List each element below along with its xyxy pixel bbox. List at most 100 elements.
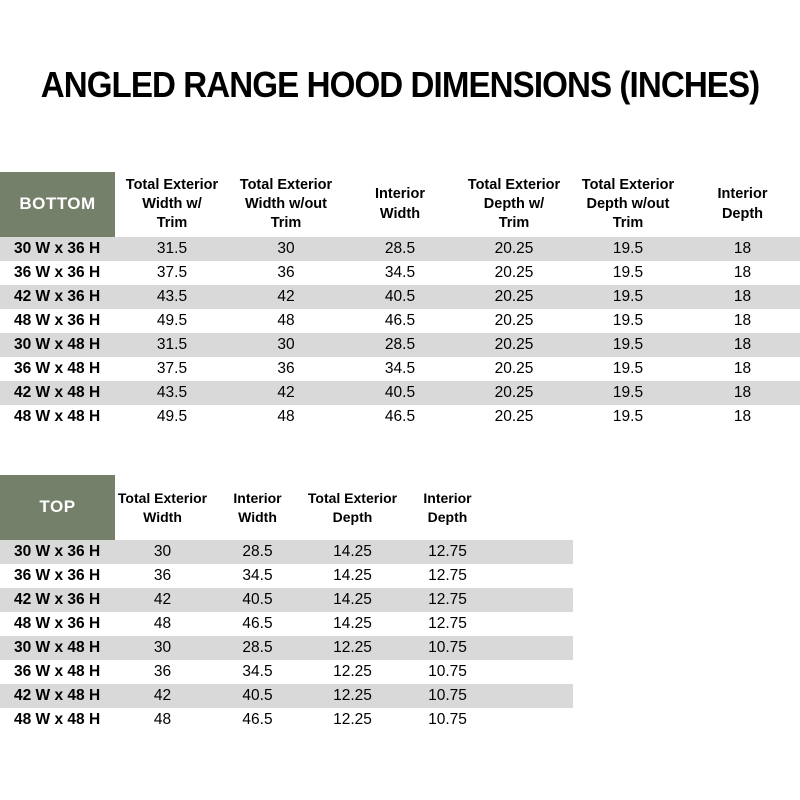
table-row: 36 W x 48 H 37.5 36 34.5 20.25 19.5 18 — [0, 357, 800, 381]
dimension-cell: 36 — [277, 264, 295, 281]
dimension-cell: 28.5 — [242, 639, 273, 656]
column-header: Total Exterior Width — [115, 475, 210, 540]
dimension-cell: 40.5 — [384, 384, 416, 401]
dimension-cell: 46.5 — [384, 408, 416, 425]
table-row: 36 W x 48 H 36 34.5 12.25 10.75 — [0, 660, 573, 684]
dimension-cell: 48 — [153, 615, 172, 632]
column-header: Total Exterior Width w/out Trim — [229, 172, 343, 237]
dimension-cell: 36 — [153, 663, 172, 680]
dimension-cell: 12.75 — [428, 543, 467, 560]
dimension-cell: 28.5 — [384, 240, 416, 257]
dimension-cell: 42 — [277, 288, 295, 305]
dimension-cell: 36 — [153, 567, 172, 584]
bottom-dimensions-table: BOTTOM Total Exterior Width w/ Trim Tota… — [0, 172, 800, 429]
dimension-cell: 19.5 — [612, 360, 644, 377]
dimension-cell: 46.5 — [242, 711, 273, 728]
dimension-cell: 19.5 — [612, 288, 644, 305]
dimension-cell: 46.5 — [384, 312, 416, 329]
dimension-cell: 30 — [153, 639, 172, 656]
dimension-cell: 18 — [733, 384, 752, 401]
table-row: 48 W x 48 H 49.5 48 46.5 20.25 19.5 18 — [0, 405, 800, 429]
dimension-cell: 20.25 — [494, 408, 534, 425]
dimension-cell: 18 — [733, 312, 752, 329]
spec-sheet-page: ANGLED RANGE HOOD DIMENSIONS (INCHES) BO… — [0, 64, 800, 800]
dimension-cell: 14.25 — [333, 567, 372, 584]
dimension-cell: 36 — [277, 360, 295, 377]
spacer-cell — [495, 660, 573, 684]
dimension-cell: 37.5 — [156, 360, 188, 377]
dimension-cell: 14.25 — [333, 543, 372, 560]
column-header: Total Exterior Depth — [305, 475, 400, 540]
spacer-cell — [495, 684, 573, 708]
table-row: 42 W x 48 H 43.5 42 40.5 20.25 19.5 18 — [0, 381, 800, 405]
table-row: 36 W x 36 H 37.5 36 34.5 20.25 19.5 18 — [0, 261, 800, 285]
table-row: 36 W x 36 H 36 34.5 14.25 12.75 — [0, 564, 573, 588]
dimension-cell: 18 — [733, 336, 752, 353]
table-row: 42 W x 36 H 42 40.5 14.25 12.75 — [0, 588, 573, 612]
column-header: Total Exterior Width w/ Trim — [115, 172, 229, 237]
spacer-cell — [495, 475, 573, 540]
dimension-cell: 48 — [277, 312, 295, 329]
dimension-cell: 40.5 — [242, 687, 273, 704]
table-row: 48 W x 48 H 48 46.5 12.25 10.75 — [0, 708, 573, 732]
dimension-cell: 43.5 — [156, 288, 188, 305]
table-row: 42 W x 48 H 42 40.5 12.25 10.75 — [0, 684, 573, 708]
dimension-cell: 34.5 — [242, 567, 273, 584]
size-label: 42 W x 48 H — [14, 384, 101, 401]
spacer-cell — [495, 564, 573, 588]
dimension-cell: 20.25 — [494, 240, 534, 257]
size-label: 36 W x 36 H — [14, 264, 101, 281]
dimension-cell: 43.5 — [156, 384, 188, 401]
size-label: 36 W x 48 H — [14, 360, 101, 377]
dimension-cell: 19.5 — [612, 240, 644, 257]
dimension-cell: 14.25 — [333, 615, 372, 632]
size-label: 30 W x 36 H — [14, 240, 101, 257]
size-label: 48 W x 48 H — [14, 711, 101, 728]
top-header-row: TOP Total Exterior Width Interior Width … — [0, 475, 573, 540]
dimension-cell: 34.5 — [242, 663, 273, 680]
dimension-cell: 28.5 — [242, 543, 273, 560]
dimension-cell: 20.25 — [494, 312, 534, 329]
spacer-cell — [495, 540, 573, 564]
column-header: Interior Depth — [400, 475, 495, 540]
dimension-cell: 31.5 — [156, 336, 188, 353]
bottom-table-label: BOTTOM — [0, 172, 115, 237]
dimension-cell: 12.75 — [428, 567, 467, 584]
dimension-cell: 10.75 — [428, 663, 467, 680]
size-label: 30 W x 48 H — [14, 639, 101, 656]
table-row: 30 W x 36 H 30 28.5 14.25 12.75 — [0, 540, 573, 564]
size-label: 48 W x 36 H — [14, 312, 101, 329]
size-label: 30 W x 48 H — [14, 336, 101, 353]
top-table-label: TOP — [0, 475, 115, 540]
dimension-cell: 12.25 — [333, 687, 372, 704]
dimension-cell: 12.25 — [333, 711, 372, 728]
dimension-cell: 18 — [733, 360, 752, 377]
dimension-cell: 34.5 — [384, 264, 416, 281]
size-label: 48 W x 48 H — [14, 408, 101, 425]
dimension-cell: 12.75 — [428, 615, 467, 632]
dimension-cell: 30 — [277, 240, 295, 257]
dimension-cell: 18 — [733, 408, 752, 425]
dimension-cell: 12.75 — [428, 591, 467, 608]
dimension-cell: 49.5 — [156, 408, 188, 425]
dimension-cell: 37.5 — [156, 264, 188, 281]
size-label: 30 W x 36 H — [14, 543, 101, 560]
dimension-cell: 20.25 — [494, 360, 534, 377]
dimension-cell: 18 — [733, 264, 752, 281]
table-row: 30 W x 48 H 31.5 30 28.5 20.25 19.5 18 — [0, 333, 800, 357]
dimension-cell: 20.25 — [494, 288, 534, 305]
dimension-cell: 18 — [733, 240, 752, 257]
table-row: 48 W x 36 H 49.5 48 46.5 20.25 19.5 18 — [0, 309, 800, 333]
dimension-cell: 48 — [277, 408, 295, 425]
dimension-cell: 20.25 — [494, 384, 534, 401]
top-dimensions-table: TOP Total Exterior Width Interior Width … — [0, 475, 573, 732]
dimension-cell: 19.5 — [612, 408, 644, 425]
column-header: Interior Width — [343, 172, 457, 237]
size-label: 48 W x 36 H — [14, 615, 101, 632]
table-row: 30 W x 36 H 31.5 30 28.5 20.25 19.5 18 — [0, 237, 800, 261]
size-label: 36 W x 48 H — [14, 663, 101, 680]
dimension-cell: 10.75 — [428, 687, 467, 704]
dimension-cell: 19.5 — [612, 384, 644, 401]
dimension-cell: 10.75 — [428, 639, 467, 656]
dimension-cell: 48 — [153, 711, 172, 728]
